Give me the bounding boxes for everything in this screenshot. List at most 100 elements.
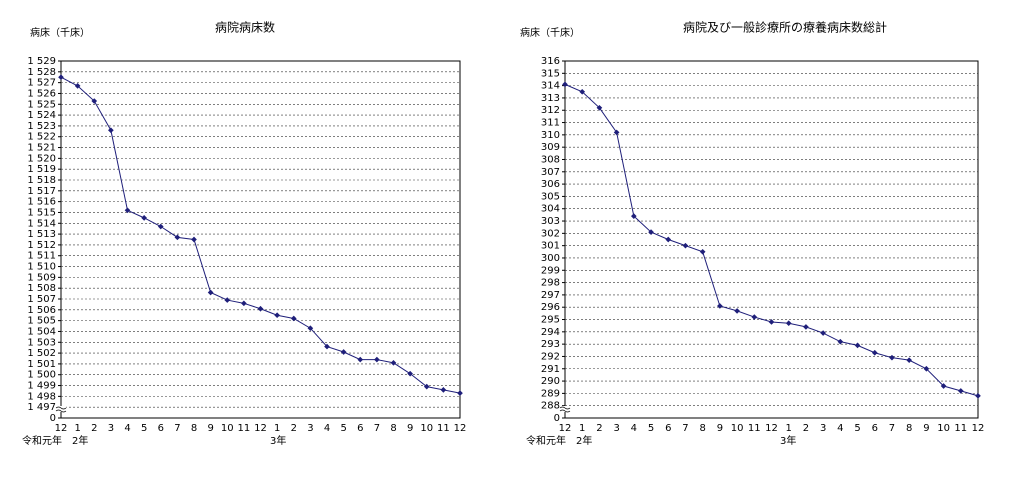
data-line xyxy=(60,76,461,394)
x-tick-label: 9 xyxy=(207,423,213,434)
y-tick-label: 312 xyxy=(541,105,560,116)
x-tick-label: 8 xyxy=(191,423,197,434)
x-tick-label: 8 xyxy=(390,423,396,434)
x-tick-label: 4 xyxy=(124,423,130,434)
y-tick-label: 295 xyxy=(541,315,560,326)
data-point xyxy=(820,330,826,336)
y-tick-label: 290 xyxy=(541,376,560,387)
y-tick-label: 1 514 xyxy=(27,218,56,229)
data-point xyxy=(613,129,620,136)
data-point xyxy=(906,357,912,363)
x-tick-label: 7 xyxy=(174,423,180,434)
y-tick-label: 309 xyxy=(541,142,560,153)
x-tick-label: 12 xyxy=(55,423,68,434)
data-point xyxy=(596,104,603,111)
axis-break-gap xyxy=(56,406,66,412)
y-tick-label: 1 523 xyxy=(27,121,56,132)
data-point xyxy=(157,223,164,230)
x-tick-label: 5 xyxy=(648,423,654,434)
x-tick-label: 11 xyxy=(437,423,450,434)
y-tick-label: 311 xyxy=(541,118,560,129)
y-tick-label: 1 505 xyxy=(27,316,56,327)
x-tick-label: 11 xyxy=(954,423,967,434)
x-tick-label: 11 xyxy=(748,423,761,434)
y-tick-label: 1 498 xyxy=(27,391,56,402)
x-group-label: 3年 xyxy=(270,434,286,447)
y-tick-label: 1 509 xyxy=(27,272,56,283)
x-tick-label: 7 xyxy=(682,423,688,434)
data-point xyxy=(923,365,930,372)
x-tick-label: 7 xyxy=(374,423,380,434)
x-tick-label: 12 xyxy=(765,423,778,434)
data-point xyxy=(457,390,463,396)
y-tick-label: 289 xyxy=(541,388,560,399)
data-point xyxy=(91,98,98,104)
y-tick-label: 292 xyxy=(541,351,560,362)
y-tick-label: 1 510 xyxy=(27,262,56,273)
x-tick-label: 8 xyxy=(906,423,912,434)
x-tick-label: 1 xyxy=(786,423,792,434)
data-point xyxy=(407,370,413,377)
data-point xyxy=(191,236,197,243)
data-point xyxy=(975,393,981,399)
x-tick-label: 3 xyxy=(613,423,619,434)
y-tick-label: 1 499 xyxy=(27,381,56,392)
y-tick-label: 1 529 xyxy=(27,56,56,67)
y-tick-label: 315 xyxy=(541,68,560,79)
y-tick-label: 314 xyxy=(541,81,560,92)
x-tick-label: 6 xyxy=(665,423,671,434)
data-point xyxy=(207,289,214,296)
data-point xyxy=(648,229,654,235)
x-tick-label: 3 xyxy=(108,423,114,434)
data-point xyxy=(854,342,861,349)
x-group-label: 令和元年 2年 xyxy=(526,434,592,447)
data-point xyxy=(74,83,81,89)
data-point xyxy=(665,236,672,243)
x-tick-label: 1 xyxy=(74,423,80,434)
x-tick-label: 12 xyxy=(454,423,467,434)
x-tick-label: 5 xyxy=(854,423,860,434)
y-tick-label: 291 xyxy=(541,364,560,375)
y-tick-label: 1 522 xyxy=(27,132,56,143)
data-point xyxy=(108,127,114,134)
data-point xyxy=(58,74,64,81)
data-point xyxy=(374,356,380,363)
y-tick-label: 1 521 xyxy=(27,143,56,154)
data-point xyxy=(785,320,792,327)
x-tick-label: 6 xyxy=(357,423,363,434)
y-tick-label: 1 508 xyxy=(27,283,56,294)
y-tick-label: 1 528 xyxy=(27,67,56,78)
y-tick-label: 300 xyxy=(541,253,560,264)
y-tick-label: 316 xyxy=(541,56,560,67)
y-tick-label: 1 513 xyxy=(27,229,56,240)
x-group-label: 令和元年 2年 xyxy=(22,434,88,447)
y-tick-label: 303 xyxy=(541,216,560,227)
y-tick-label: 1 504 xyxy=(27,326,56,337)
y-tick-label: 1 517 xyxy=(27,186,56,197)
axis-break xyxy=(55,406,67,413)
x-tick-label: 2 xyxy=(803,423,809,434)
y-tick-label: 1 500 xyxy=(27,370,56,381)
y-tick-label: 1 511 xyxy=(27,251,56,262)
y-tick-label: 299 xyxy=(541,265,560,276)
data-point xyxy=(423,383,430,390)
y-axis-label: 病床（千床） xyxy=(30,26,90,39)
data-point xyxy=(717,303,723,309)
x-tick-label: 4 xyxy=(631,423,637,434)
y-tick-label: 306 xyxy=(541,179,560,190)
y-tick-label: 1 525 xyxy=(27,99,56,110)
data-point xyxy=(440,387,447,393)
data-point xyxy=(562,81,568,88)
y-tick-label: 0 xyxy=(50,413,56,424)
data-point xyxy=(734,308,740,314)
data-point xyxy=(174,234,181,241)
y-tick-label: 293 xyxy=(541,339,560,350)
y-tick-label: 305 xyxy=(541,191,560,202)
x-tick-label: 1 xyxy=(274,423,280,434)
data-point xyxy=(699,248,706,255)
x-tick-label: 11 xyxy=(238,423,251,434)
plot-area xyxy=(60,60,461,419)
data-point xyxy=(257,305,264,312)
y-tick-label: 301 xyxy=(541,241,560,252)
